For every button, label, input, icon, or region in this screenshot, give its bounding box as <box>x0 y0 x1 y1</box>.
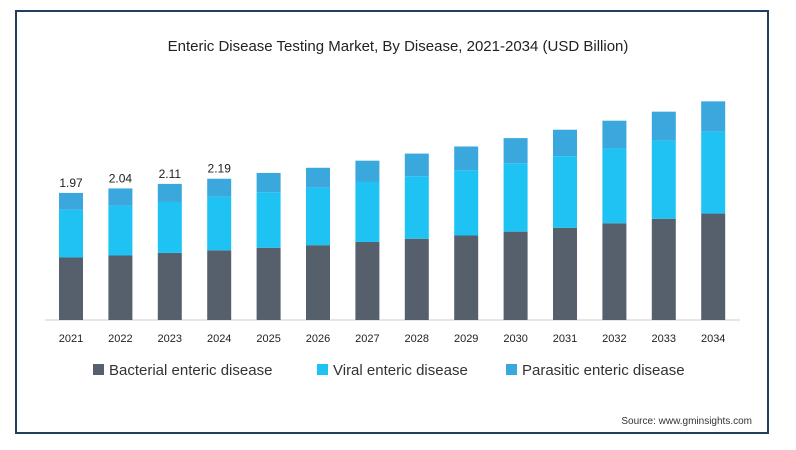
bar-2024-series-2 <box>207 178 232 197</box>
bar-2033-series-0 <box>651 218 676 321</box>
bar-2024-series-0 <box>207 250 232 320</box>
bar-2032-series-1 <box>602 148 627 224</box>
bar-2027-series-2 <box>355 160 380 182</box>
bar-2031-series-0 <box>553 227 577 320</box>
bar-2025-series-1 <box>256 192 281 248</box>
legend-label-2: Parasitic enteric disease <box>522 362 685 379</box>
bar-2023-series-1 <box>157 201 182 253</box>
bar-2024-series-1 <box>207 196 232 251</box>
data-label-2022: 2.04 <box>109 171 133 185</box>
x-tick-labels: 2021 2022 2023 2024 2025 2026 2027 2028 2029 2030… <box>59 333 726 345</box>
bar-2031-series-1 <box>553 156 577 228</box>
bar-2032-series-2 <box>602 120 627 149</box>
bar-2033-series-2 <box>651 111 676 141</box>
x-tick-2033: 2033 <box>652 333 676 345</box>
bar-2025-series-2 <box>256 172 281 193</box>
bar-2021-series-2 <box>59 192 83 210</box>
data-label-2024: 2.19 <box>208 162 232 176</box>
x-tick-2031: 2031 <box>553 333 577 345</box>
x-tick-2026: 2026 <box>306 333 330 345</box>
bar-2034-series-0 <box>701 213 726 320</box>
bars-group <box>59 101 726 321</box>
legend-swatch-2 <box>506 364 517 375</box>
source-note: Source: www.gminsights.com <box>621 416 752 427</box>
legend-label-1: Viral enteric disease <box>333 362 468 379</box>
bar-2026-series-1 <box>306 187 330 246</box>
legend-swatch-1 <box>317 364 328 375</box>
bar-2034-series-1 <box>701 131 726 214</box>
bar-2028-series-2 <box>404 153 429 177</box>
bar-2022-series-1 <box>108 205 133 256</box>
legend: Bacterial enteric disease Viral enteric d… <box>93 362 685 379</box>
bar-2022-series-0 <box>108 255 133 320</box>
data-label-2021: 1.97 <box>59 176 83 190</box>
bar-2026-series-2 <box>306 167 330 188</box>
x-tick-2032: 2032 <box>602 333 626 345</box>
bar-2030-series-2 <box>503 138 528 164</box>
bar-2026-series-0 <box>306 245 330 320</box>
data-label-2023: 2.11 <box>159 167 182 181</box>
bar-2021-series-1 <box>59 209 83 258</box>
x-tick-2025: 2025 <box>256 333 280 345</box>
bar-2022-series-2 <box>108 188 133 206</box>
bar-2027-series-1 <box>355 181 380 242</box>
bar-2023-series-2 <box>157 183 182 202</box>
x-tick-2023: 2023 <box>158 333 182 345</box>
bar-2033-series-1 <box>651 140 676 219</box>
legend-label-0: Bacterial enteric disease <box>109 362 272 379</box>
bar-2029-series-1 <box>454 170 479 236</box>
bar-2031-series-2 <box>553 129 577 157</box>
legend-swatch-0 <box>93 364 104 375</box>
x-tick-2027: 2027 <box>355 333 379 345</box>
bar-2027-series-0 <box>355 241 380 320</box>
bar-2034-series-2 <box>701 101 726 132</box>
x-tick-2029: 2029 <box>454 333 478 345</box>
x-tick-2024: 2024 <box>207 333 231 345</box>
chart-frame <box>15 10 769 434</box>
bar-2021-series-0 <box>59 257 83 320</box>
x-tick-2028: 2028 <box>405 333 429 345</box>
bar-2030-series-0 <box>503 231 528 320</box>
x-tick-2022: 2022 <box>108 333 132 345</box>
bar-2028-series-1 <box>404 176 429 239</box>
bar-2029-series-2 <box>454 146 479 171</box>
data-labels: 1.97 2.04 2.11 2.19 <box>59 162 231 190</box>
chart-title: Enteric Disease Testing Market, By Disea… <box>168 38 629 55</box>
bar-2029-series-0 <box>454 235 479 320</box>
bar-2030-series-1 <box>503 163 528 232</box>
bar-2025-series-0 <box>256 247 281 320</box>
bar-2032-series-0 <box>602 223 627 320</box>
x-tick-2034: 2034 <box>701 333 725 345</box>
x-tick-2030: 2030 <box>503 333 527 345</box>
bar-2023-series-0 <box>157 252 182 320</box>
bar-2028-series-0 <box>404 238 429 320</box>
x-tick-2021: 2021 <box>59 333 83 345</box>
